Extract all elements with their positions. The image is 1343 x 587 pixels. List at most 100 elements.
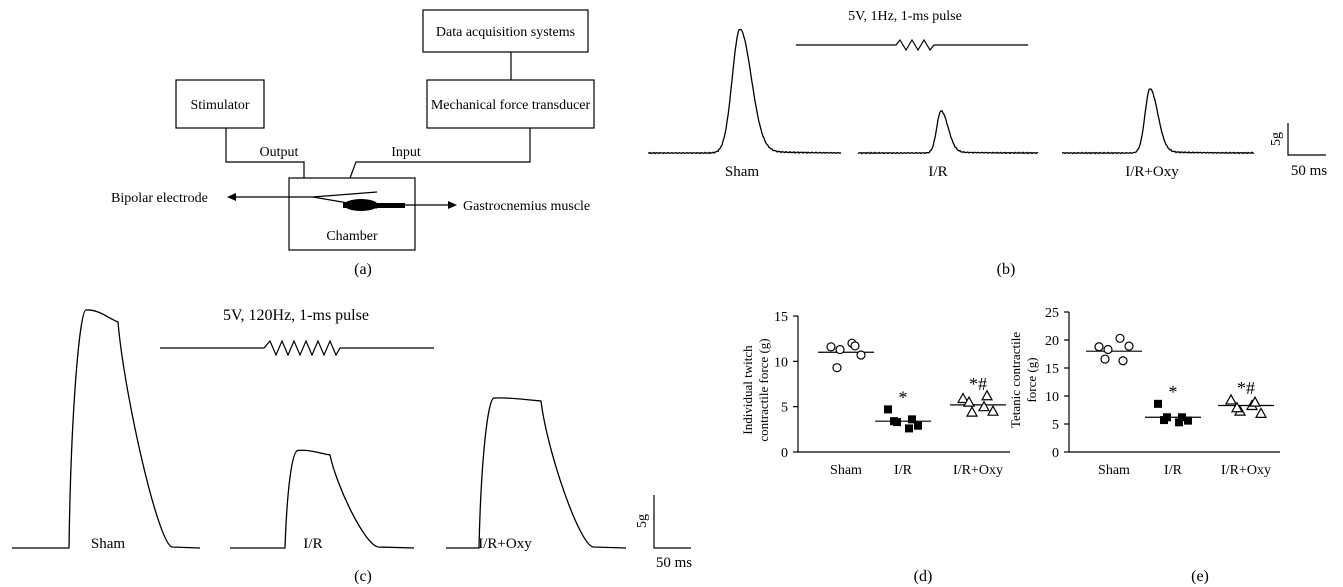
panel-e-point (1160, 416, 1168, 425)
panel-c-trace-ir (230, 449, 415, 549)
panel-d-chart: Individual twitch contractile force (g) … (740, 310, 1010, 585)
panel-e-point (1184, 416, 1192, 425)
panel-d-point (856, 350, 866, 360)
panel-b-trace-iroxy (1061, 88, 1255, 155)
panel-e-category-label: Sham (1098, 463, 1130, 478)
panel-e-point (1154, 399, 1162, 408)
transducer-label: Mechanical force transducer (431, 98, 591, 113)
panel-b-label-sham: Sham (725, 164, 760, 180)
panel-e-significance: *# (1237, 378, 1255, 398)
panel-b-label-ir: I/R (928, 164, 947, 180)
panel-e-point (1118, 356, 1128, 366)
panel-d-point (850, 341, 860, 351)
panel-d-category-label: I/R+Oxy (953, 463, 1003, 478)
panel-d-ytick-label: 5 (781, 401, 788, 416)
chamber-box (288, 177, 416, 251)
panel-b-label: (b) (997, 261, 1016, 278)
panel-e-ytick-label: 0 (1052, 446, 1059, 461)
panel-d-point (835, 344, 845, 355)
panel-b-trace-ir (857, 110, 1039, 155)
panel-c-scale-x: 50 ms (656, 555, 692, 571)
panel-d-point (977, 400, 991, 412)
panel-e-point (1100, 354, 1110, 364)
data-acquisition-box (422, 9, 589, 53)
panel-c-label-iroxy: I/R+Oxy (478, 536, 532, 552)
panel-e-chart: Tetanic contractile force (g) (e) 0 5 10 15… (1008, 306, 1280, 585)
output-label: Output (260, 145, 299, 160)
panel-e-ytick-label: 10 (1045, 390, 1059, 405)
panel-b-scale-x: 50 ms (1291, 163, 1327, 179)
panel-e-label: (e) (1191, 568, 1209, 585)
transducer-box (426, 79, 595, 129)
panel-d-point (962, 395, 976, 407)
panel-e-point (1254, 407, 1268, 418)
panel-e-ylabel-line2: force (g) (1024, 357, 1039, 402)
panel-e-category-label: I/R+Oxy (1221, 463, 1271, 478)
panel-d-point (890, 417, 898, 426)
panel-d-category-label: I/R (894, 463, 913, 478)
panel-d-ytick-label: 0 (781, 446, 788, 461)
panel-c-trace-iroxy (446, 397, 627, 549)
panel-b-stimulus-line (796, 38, 1028, 52)
panel-d-point (956, 392, 970, 404)
panel-e-significance: * (1169, 382, 1178, 402)
panel-e-ylabel-line1: Tetanic contractile (1008, 332, 1023, 428)
panel-e-point (1115, 333, 1125, 343)
panel-d-point (914, 421, 922, 430)
panel-d-point (986, 404, 1000, 416)
panel-d-point (965, 405, 979, 417)
panel-a-label: (a) (354, 261, 372, 278)
gastrocnemius-label: Gastrocnemius muscle (463, 199, 590, 214)
panel-d-point (884, 405, 892, 414)
panel-c-scale-bar (653, 495, 691, 549)
panel-c-stimulus-line (160, 339, 434, 357)
data-acquisition-label: Data acquisition systems (436, 25, 575, 40)
panel-e-ytick-label: 15 (1045, 362, 1059, 377)
input-label: Input (391, 145, 421, 160)
panel-b-stimulus-label: 5V, 1Hz, 1-ms pulse (848, 9, 962, 24)
panel-d-ytick-label: 15 (774, 310, 788, 325)
stimulator-label: Stimulator (190, 98, 249, 113)
panel-b-twitch: 5V, 1Hz, 1-ms pulse Sham I/R I/R+Oxy 5g … (647, 9, 1327, 278)
panel-d-ylabel-line1: Individual twitch (740, 345, 755, 435)
panel-e-point (1103, 344, 1113, 355)
panel-c-stimulus-label: 5V, 120Hz, 1-ms pulse (223, 307, 369, 324)
panel-e-point (1224, 393, 1238, 405)
panel-d-ytick-label: 10 (774, 355, 788, 370)
panel-d-point (826, 342, 836, 352)
panel-d-category-label: Sham (830, 463, 862, 478)
panel-e-ytick-label: 20 (1045, 334, 1059, 349)
panel-d-label: (d) (914, 568, 933, 585)
panel-d-ylabel-line2: contractile force (g) (756, 338, 771, 441)
panel-c-tetanic: 5V, 120Hz, 1-ms pulse Sham I/R I/R+Oxy 5… (12, 307, 692, 585)
chamber-label: Chamber (326, 229, 378, 244)
panel-e-category-label: I/R (1164, 463, 1183, 478)
panel-e-point (1175, 418, 1183, 427)
bipolar-electrode-label: Bipolar electrode (111, 191, 208, 206)
panel-e-ytick-label: 25 (1045, 306, 1059, 321)
panel-e-point (1230, 401, 1244, 413)
input-wire (349, 128, 531, 179)
panel-c-label: (c) (354, 568, 372, 585)
panel-d-point (980, 389, 994, 401)
panel-c-scale-y: 5g (635, 514, 650, 528)
panel-e-point (1124, 341, 1134, 351)
panel-d-point (832, 363, 842, 373)
panel-c-label-sham: Sham (91, 536, 126, 552)
panel-e-ytick-label: 5 (1052, 418, 1059, 433)
panel-c-trace-sham (12, 309, 201, 549)
panel-c-label-ir: I/R (303, 536, 322, 552)
panel-a-diagram: Data acquisition systems Mechanical forc… (111, 9, 595, 278)
panel-d-point (905, 424, 913, 433)
panel-d-significance: *# (969, 374, 987, 394)
panel-b-trace-sham (647, 28, 842, 155)
panel-d-significance: * (899, 387, 908, 407)
panel-e-point (1094, 342, 1104, 352)
panel-e-point (1248, 395, 1262, 407)
stimulator-box (175, 79, 265, 129)
gastrocnemius-muscle (343, 199, 457, 211)
panel-b-scale-y: 5g (1269, 132, 1284, 146)
panel-e-point (1178, 413, 1186, 422)
panel-d-point (908, 415, 916, 424)
